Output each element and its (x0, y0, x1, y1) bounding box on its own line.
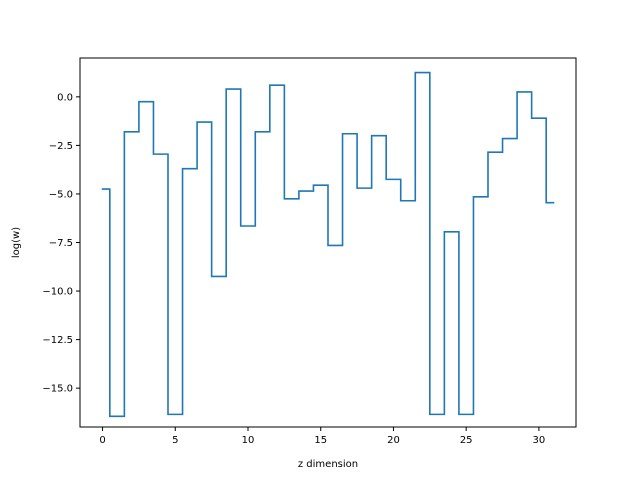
x-tick-label: 20 (387, 435, 400, 446)
y-axis-label: log(w) (11, 227, 22, 258)
y-tick-label: −12.5 (42, 335, 73, 346)
y-tick-label: −7.5 (49, 238, 73, 249)
y-tick-label: −2.5 (49, 141, 73, 152)
y-tick-label: −5.0 (49, 189, 73, 200)
x-tick-label: 25 (460, 435, 473, 446)
series-layer (101, 71, 555, 418)
x-tick-label: 5 (172, 435, 178, 446)
y-axis: 0.0 −2.5 −5.0 −7.5 −10.0 −12.5 −15.0 (42, 92, 80, 395)
x-tick-label: 15 (314, 435, 327, 446)
x-axis: 0 5 10 15 20 25 30 (99, 427, 545, 446)
series-line-0 (101, 71, 555, 418)
x-tick-label: 30 (533, 435, 546, 446)
y-tick-label: −10.0 (42, 287, 73, 298)
x-tick-label: 10 (242, 435, 255, 446)
y-tick-label: 0.0 (57, 92, 73, 103)
x-tick-label: 0 (99, 435, 105, 446)
x-axis-label: z dimension (298, 459, 358, 470)
y-tick-label: −15.0 (42, 384, 73, 395)
